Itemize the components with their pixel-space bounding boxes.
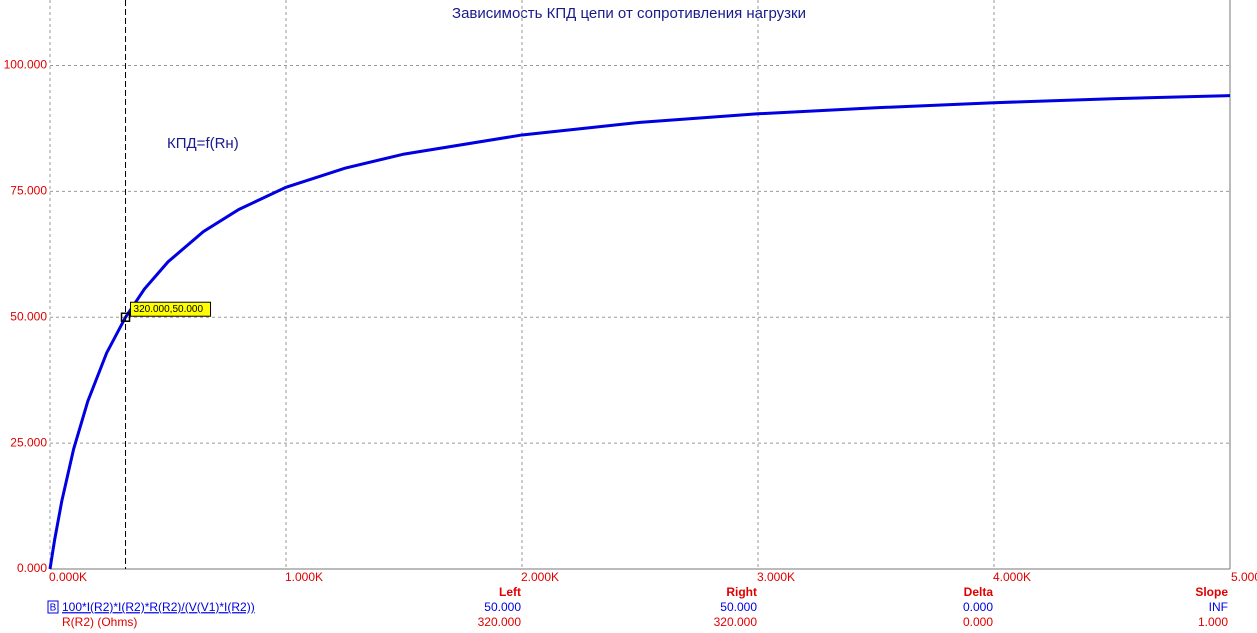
- table-cell: 1.000: [1198, 615, 1228, 629]
- table-cell: 0.000: [963, 600, 993, 614]
- cursor-point: [120, 312, 131, 322]
- x-tick-label: 4.000K: [993, 570, 1031, 584]
- table-header: Slope: [1195, 585, 1228, 599]
- x-tick-label: 0.000K: [49, 570, 87, 584]
- table-header: Delta: [964, 585, 994, 599]
- x-tick-label: 1.000K: [285, 570, 323, 584]
- y-tick-label: 75.000: [10, 184, 47, 198]
- table-cell: 320.000: [478, 615, 522, 629]
- series-marker-box: [47, 600, 59, 614]
- table-marker: B: [50, 603, 57, 614]
- table-header: Left: [499, 585, 521, 599]
- table-cell: 50.000: [720, 600, 757, 614]
- series-line: [48, 94, 1231, 570]
- cursor-label-box: [130, 301, 212, 317]
- x-tick-label: 5.000K: [1231, 570, 1257, 584]
- table-cell: 50.000: [484, 600, 521, 614]
- table-cell: 0.000: [963, 615, 993, 629]
- cursor-label: 320.000,50.000: [134, 304, 204, 315]
- y-tick-label: 50.000: [10, 309, 47, 323]
- x-tick-label: 3.000K: [757, 570, 795, 584]
- table-cell: 320.000: [714, 615, 758, 629]
- table-row-name: R(R2) (Ohms): [62, 615, 137, 629]
- annotation: КПД=f(Rн): [167, 135, 239, 152]
- table-header: Right: [726, 585, 757, 599]
- x-tick-label: 2.000K: [521, 570, 559, 584]
- chart-title: Зависимость КПД цепи от сопротивления на…: [452, 5, 806, 22]
- table-cell: INF: [1209, 600, 1228, 614]
- y-tick-label: 0.000: [17, 561, 47, 575]
- table-row-name: 100*I(R2)*I(R2)*R(R2)/(V(V1)*I(R2)): [62, 600, 255, 614]
- y-tick-label: 100.000: [4, 58, 48, 72]
- y-tick-label: 25.000: [10, 435, 47, 449]
